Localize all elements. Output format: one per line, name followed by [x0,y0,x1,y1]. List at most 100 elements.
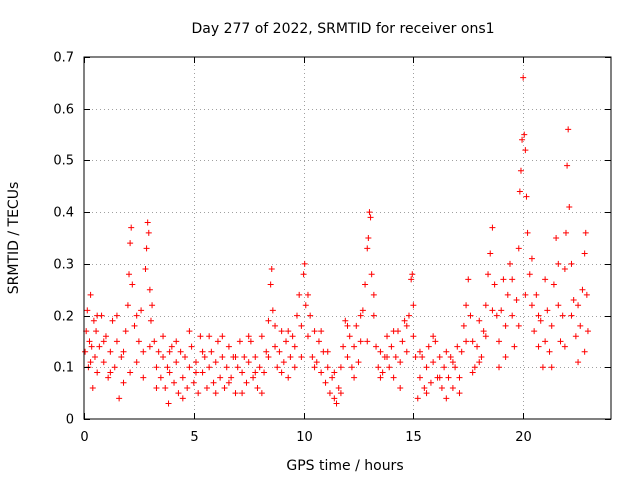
data-point [126,271,133,278]
data-point [206,364,213,371]
data-point [304,291,311,298]
data-point [166,369,173,376]
data-point [143,245,150,252]
data-point [353,322,360,329]
data-point [120,348,127,355]
data-point [298,353,305,360]
data-point [476,359,483,366]
data-point [561,343,568,350]
data-point [168,343,175,350]
data-point [405,312,412,319]
y-tick-label: 0.6 [53,103,74,118]
data-point [223,364,230,371]
data-point [208,348,215,355]
data-point [131,322,138,329]
data-point [122,328,129,335]
x-axis-label: GPS time / hours [286,458,403,474]
data-point [186,328,193,335]
y-tick-label: 0.4 [53,206,74,221]
data-point [171,379,178,386]
data-point [232,353,239,360]
data-point [337,364,344,371]
data-point [263,348,270,355]
data-point [179,395,186,402]
data-point [403,322,410,329]
data-point [449,384,456,391]
data-point [252,353,259,360]
data-point [412,353,419,360]
data-point [351,343,358,350]
data-point [265,317,272,324]
data-point [94,369,101,376]
data-point [364,245,371,252]
data-point [531,328,538,335]
data-point [555,260,562,267]
data-point [568,260,575,267]
data-point [408,276,415,283]
data-point [274,364,281,371]
data-point [570,297,577,304]
data-point [241,353,248,360]
data-point [102,333,109,340]
data-point [399,338,406,345]
data-point [480,328,487,335]
data-point [456,390,463,397]
y-tick-label: 0.7 [53,51,74,66]
data-point [397,384,404,391]
data-point [498,307,505,314]
data-point [491,281,498,288]
data-point [401,317,408,324]
data-point [397,359,404,366]
data-point [252,369,259,376]
data-point [96,343,103,350]
data-point [206,333,213,340]
data-point [557,338,564,345]
data-point [261,369,268,376]
data-point [302,302,309,309]
data-point [432,338,439,345]
data-point [309,353,316,360]
data-point [225,343,232,350]
y-tick-label: 0.1 [53,361,74,376]
data-point [212,359,219,366]
data-point [287,353,294,360]
data-point [366,209,373,216]
data-point [162,384,169,391]
data-point [542,276,549,283]
y-tick-label: 0.2 [53,310,74,325]
x-axis-ticks: 0 5 10 15 20 [80,57,532,445]
data-point [509,276,516,283]
data-point [471,364,478,371]
data-point [561,266,568,273]
data-point [324,364,331,371]
data-point [553,235,560,241]
data-point [236,338,243,345]
data-point [278,328,285,335]
data-point [296,291,303,298]
data-point [113,312,120,319]
data-point [322,379,329,386]
data-point [329,374,336,381]
data-point [300,271,307,278]
data-point [173,359,180,366]
y-axis-ticks: 0 0.1 0.2 0.3 0.4 0.5 0.6 0.7 [53,51,611,428]
data-point [301,260,308,267]
data-point [489,224,496,231]
data-point [265,353,272,360]
data-point [427,379,434,386]
data-point [326,390,333,397]
data-point [367,214,374,221]
data-point [430,359,437,366]
data-point [390,374,397,381]
data-point [267,281,274,288]
data-point [140,348,147,355]
data-point [355,359,362,366]
data-point [160,353,167,360]
data-point [535,312,542,319]
data-point [82,348,89,355]
y-tick-label: 0.3 [53,258,74,273]
data-point [566,203,573,210]
data-point [147,317,154,324]
data-point [245,359,252,366]
data-point [419,353,426,360]
